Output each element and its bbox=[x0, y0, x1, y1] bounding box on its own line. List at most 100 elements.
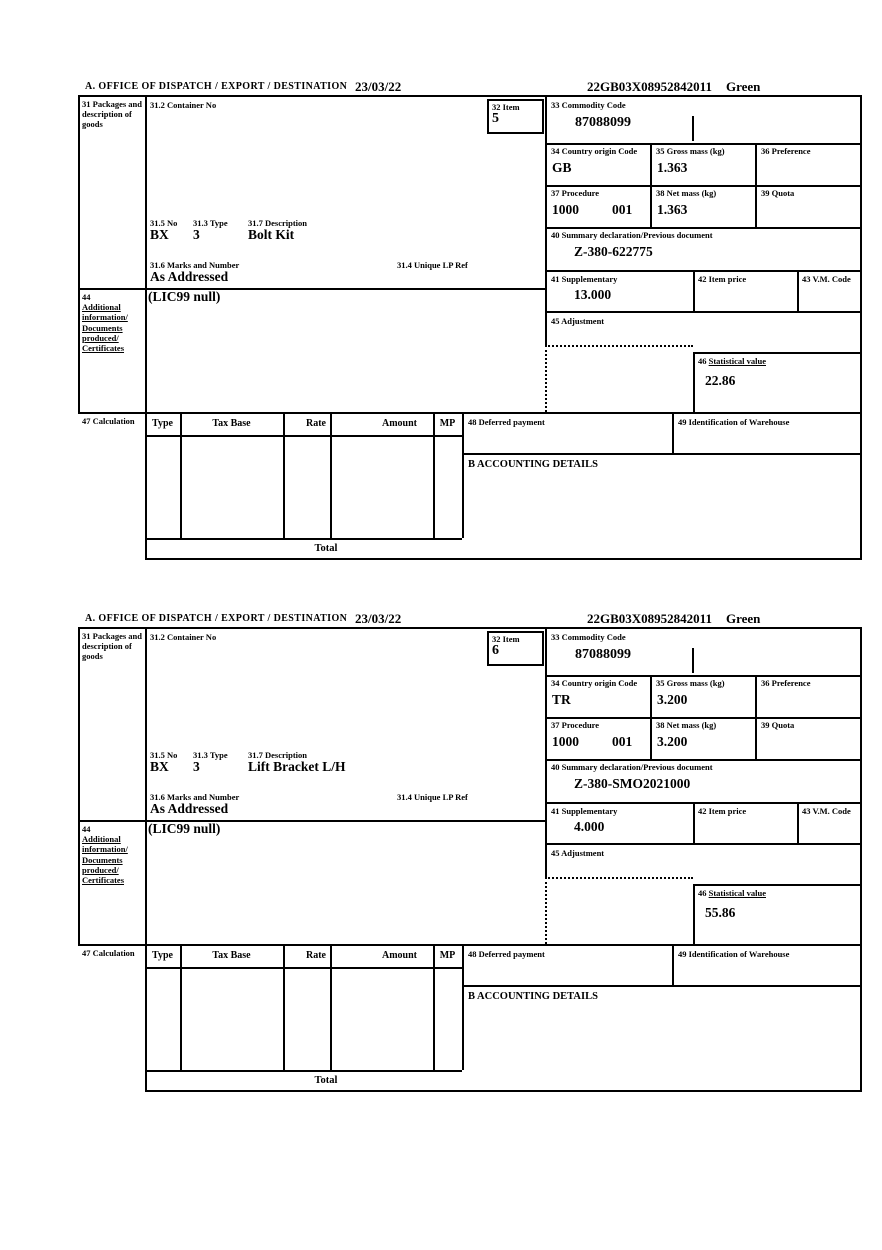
grid-line-h bbox=[78, 95, 862, 97]
grid-line-v bbox=[180, 944, 182, 1070]
adjustment-label: 45 Adjustment bbox=[551, 848, 605, 858]
column-header-type: Type bbox=[152, 950, 173, 961]
grid-line-h bbox=[545, 802, 862, 804]
grid-line-v bbox=[330, 412, 332, 538]
marks-number-value: As Addressed bbox=[150, 801, 229, 816]
net-mass-value: 3.200 bbox=[657, 734, 688, 749]
dotted-line-v bbox=[545, 877, 547, 944]
column-header-type: Type bbox=[152, 418, 173, 429]
procedure-extra-value: 001 bbox=[612, 202, 633, 217]
statistical-value-label: 46 Statistical value bbox=[698, 356, 766, 366]
warehouse-id-label: 49 Identification of Warehouse bbox=[678, 417, 790, 427]
grid-line-h bbox=[545, 227, 862, 229]
additional-info-label: 44 Additional information/ Documents prod… bbox=[82, 292, 144, 353]
additional-info-value: (LIC99 null) bbox=[148, 289, 221, 304]
vm-code-label: 43 V.M. Code bbox=[802, 274, 851, 284]
grid-line-h bbox=[693, 884, 862, 886]
commodity-code-divider bbox=[692, 116, 694, 141]
grid-line-h bbox=[145, 435, 462, 437]
sad-item-section: A. OFFICE OF DISPATCH / EXPORT / DESTINA… bbox=[78, 610, 864, 1096]
column-header-mp: MP bbox=[439, 950, 456, 961]
summary-declaration-value: Z-380-SMO2021000 bbox=[574, 776, 691, 791]
grid-line-v bbox=[145, 412, 147, 560]
grid-line-v bbox=[462, 944, 464, 1070]
movement-reference: 22GB03X08952842011 bbox=[587, 79, 712, 94]
grid-line-v bbox=[283, 412, 285, 538]
grid-line-h bbox=[545, 185, 862, 187]
preference-label: 36 Preference bbox=[761, 146, 811, 156]
statistical-value-label-number: 46 bbox=[698, 888, 707, 898]
grid-line-h bbox=[462, 985, 862, 987]
unique-lp-ref-label: 31.4 Unique LP Ref bbox=[397, 792, 468, 802]
additional-info-label-text: Additional information/ Documents produc… bbox=[82, 302, 128, 353]
statistical-value-label-text: Statistical value bbox=[708, 356, 766, 366]
supplementary-label: 41 Supplementary bbox=[551, 806, 618, 816]
calculation-label: 47 Calculation bbox=[82, 416, 135, 426]
grid-line-v bbox=[145, 627, 147, 944]
container-no-label: 31.2 Container No bbox=[150, 100, 217, 110]
quota-label: 39 Quota bbox=[761, 720, 795, 730]
sad-item-section: A. OFFICE OF DISPATCH / EXPORT / DESTINA… bbox=[78, 78, 864, 564]
net-mass-label: 38 Net mass (kg) bbox=[656, 720, 717, 730]
grid-line-h bbox=[462, 453, 862, 455]
grid-line-h bbox=[78, 412, 862, 414]
dotted-line-h bbox=[545, 877, 693, 879]
additional-info-value: (LIC99 null) bbox=[148, 821, 221, 836]
commodity-code-divider bbox=[692, 648, 694, 673]
procedure-label: 37 Procedure bbox=[551, 188, 600, 198]
summary-declaration-label: 40 Summary declaration/Previous document bbox=[551, 230, 713, 240]
preference-label: 36 Preference bbox=[761, 678, 811, 688]
supplementary-label: 41 Supplementary bbox=[551, 274, 618, 284]
commodity-code-label: 33 Commodity Code bbox=[551, 100, 626, 110]
procedure-value: 1000 bbox=[552, 734, 579, 749]
country-origin-value: GB bbox=[552, 160, 572, 175]
deferred-payment-label: 48 Deferred payment bbox=[468, 949, 545, 959]
grid-line-h bbox=[545, 759, 862, 761]
container-no-label: 31.2 Container No bbox=[150, 632, 217, 642]
grid-line-h bbox=[145, 558, 862, 560]
grid-line-v bbox=[433, 944, 435, 1070]
column-header-amount: Amount bbox=[381, 418, 417, 429]
marks-number-label: 31.6 Marks and Number bbox=[150, 792, 240, 802]
movement-reference: 22GB03X08952842011 bbox=[587, 611, 712, 626]
grid-line-v bbox=[797, 802, 799, 843]
grid-line-h bbox=[545, 675, 862, 677]
additional-info-label-text: Additional information/ Documents produc… bbox=[82, 834, 128, 885]
grid-line-v bbox=[78, 627, 80, 944]
package-type-label: 31.3 Type bbox=[193, 218, 228, 228]
package-no-label: 31.5 No bbox=[150, 750, 178, 760]
statistical-value: 22.86 bbox=[705, 373, 736, 388]
deferred-payment-label: 48 Deferred payment bbox=[468, 417, 545, 427]
grid-line-v bbox=[180, 412, 182, 538]
item-price-label: 42 Item price bbox=[698, 806, 747, 816]
routing-status: Green bbox=[725, 79, 761, 94]
gross-mass-value: 1.363 bbox=[657, 160, 688, 175]
grid-line-h bbox=[545, 311, 862, 313]
commodity-code-value: 87088099 bbox=[575, 647, 631, 662]
grid-line-v bbox=[755, 675, 757, 759]
warehouse-id-label: 49 Identification of Warehouse bbox=[678, 949, 790, 959]
grid-line-v bbox=[693, 802, 695, 843]
net-mass-label: 38 Net mass (kg) bbox=[656, 188, 717, 198]
grid-line-v bbox=[860, 95, 862, 560]
statistical-value-label: 46 Statistical value bbox=[698, 888, 766, 898]
grid-line-v bbox=[78, 95, 80, 412]
grid-line-h bbox=[78, 627, 862, 629]
declaration-date: 23/03/22 bbox=[355, 79, 402, 94]
grid-line-h bbox=[545, 143, 862, 145]
procedure-label: 37 Procedure bbox=[551, 720, 600, 730]
package-no-value: BX bbox=[150, 227, 169, 242]
grid-line-v bbox=[145, 944, 147, 1092]
commodity-code-label: 33 Commodity Code bbox=[551, 632, 626, 642]
package-type-label: 31.3 Type bbox=[193, 750, 228, 760]
grid-line-v bbox=[283, 944, 285, 1070]
column-header-tax-base: Tax Base bbox=[212, 418, 251, 429]
grid-line-v bbox=[433, 412, 435, 538]
grid-line-v bbox=[462, 412, 464, 538]
accounting-details-label: B ACCOUNTING DETAILS bbox=[468, 991, 598, 1002]
gross-mass-value: 3.200 bbox=[657, 692, 688, 707]
description-label: 31.7 Description bbox=[248, 218, 308, 228]
description-value: Bolt Kit bbox=[248, 227, 295, 242]
grid-line-h bbox=[78, 944, 862, 946]
item-number-label: 32 Item bbox=[492, 102, 520, 112]
